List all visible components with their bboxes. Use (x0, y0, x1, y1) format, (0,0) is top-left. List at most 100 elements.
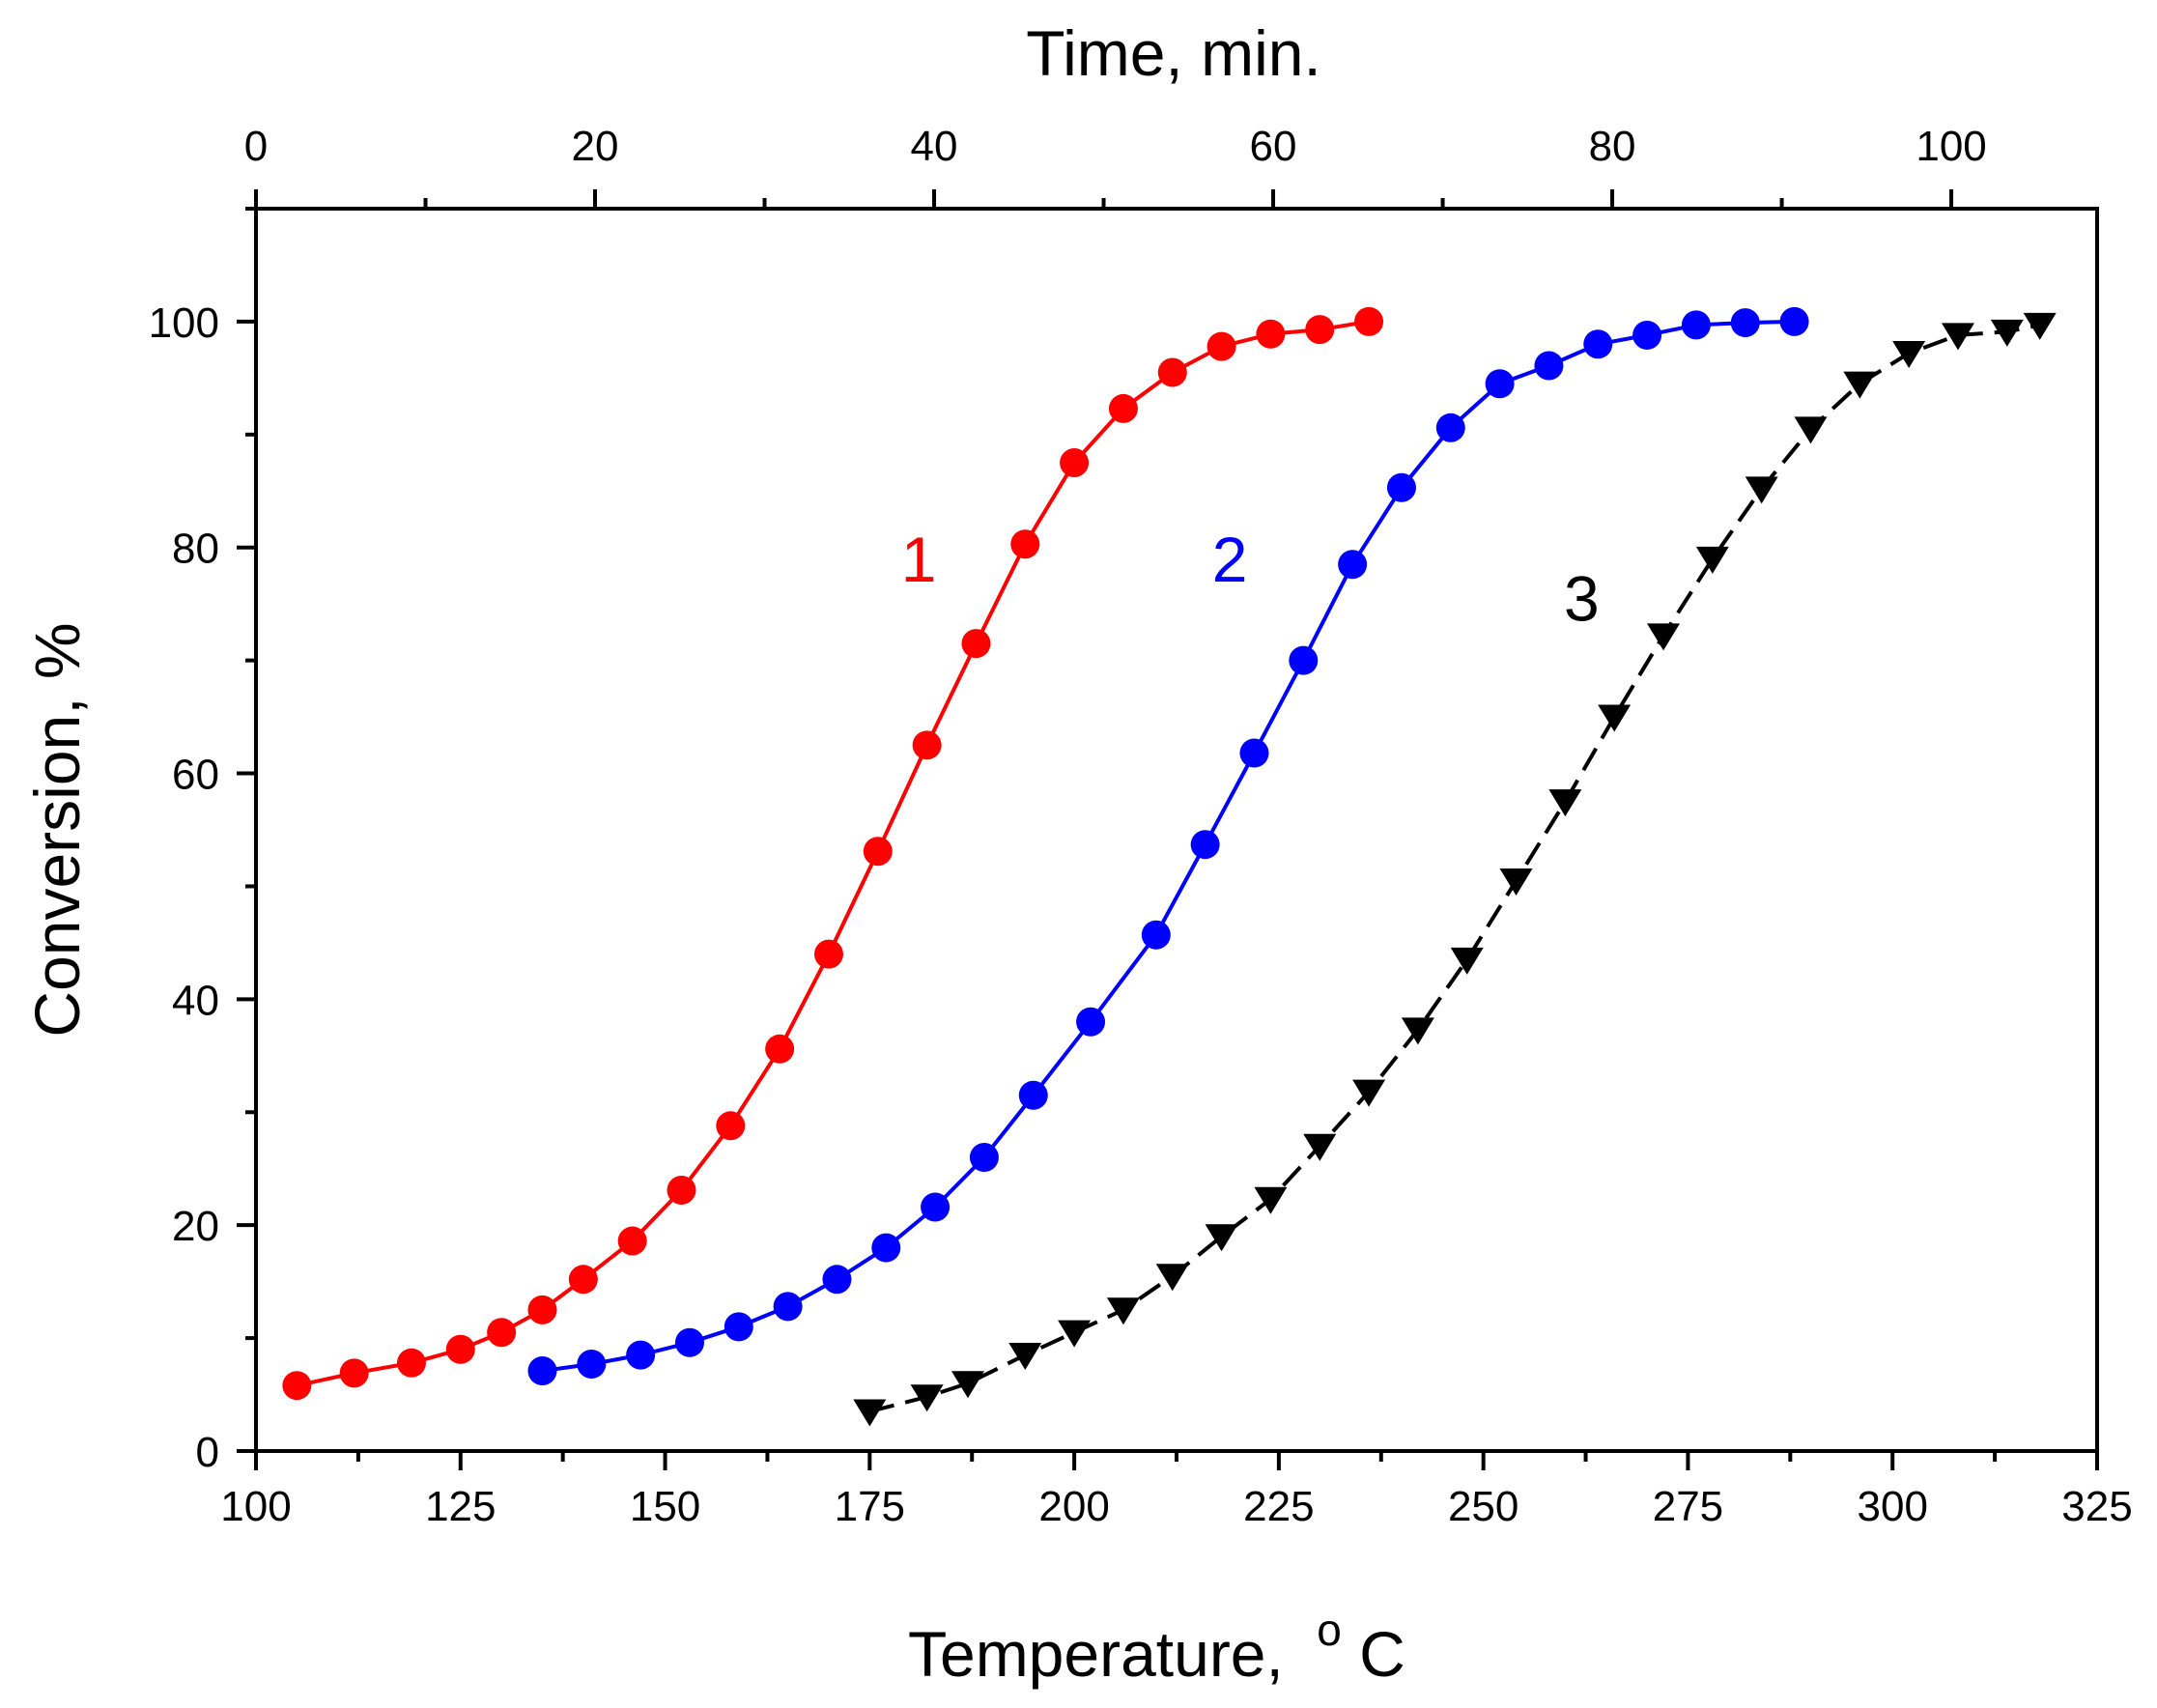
series-3-point (1499, 868, 1533, 897)
series-2-point (626, 1340, 656, 1370)
series-2-point (969, 1143, 999, 1173)
top-tick-label: 0 (244, 123, 268, 170)
series-1-point (1354, 306, 1384, 336)
series-3-point (853, 1399, 887, 1427)
series-2-point (1386, 472, 1416, 502)
y-axis-ticks: 0 20 40 60 80 100 (149, 207, 256, 1476)
series-1-point (1060, 448, 1090, 478)
series-2-point (1632, 320, 1662, 350)
series-2-point (1681, 310, 1711, 340)
x-axis-title: Temperature, o C (908, 1587, 1405, 1690)
series-3-point (1155, 1264, 1189, 1292)
series-3-point (910, 1384, 944, 1412)
series-1-point (813, 939, 843, 969)
series-2-point (1583, 329, 1613, 359)
series-1-point (396, 1348, 426, 1378)
series-1-point (765, 1034, 795, 1064)
series-3-point (1990, 319, 2024, 347)
series-2-point (1018, 1080, 1048, 1110)
series-3-point (1598, 704, 1632, 732)
series-1-point (1157, 357, 1187, 387)
y-tick-label: 40 (172, 977, 219, 1024)
series-3-point (1941, 323, 1974, 351)
x-tick-label: 175 (835, 1483, 905, 1530)
series-2-point (1239, 738, 1269, 768)
series-2-line (542, 319, 1795, 1373)
series-2: 2 (527, 306, 1809, 1385)
series-2-point (921, 1192, 951, 1222)
top-tick-label: 20 (572, 123, 619, 170)
series-2-point (1141, 920, 1171, 950)
series-3-point (1254, 1186, 1288, 1214)
top-tick-label: 40 (911, 123, 958, 170)
series-3-point (1647, 623, 1681, 651)
top-tick-label: 100 (1916, 123, 1986, 170)
series-3-point (1303, 1133, 1337, 1161)
series-2-point (674, 1327, 704, 1357)
series-2-point (1338, 550, 1368, 580)
series-1-point (863, 837, 893, 867)
x-tick-label: 150 (630, 1483, 700, 1530)
series-2-point (527, 1355, 557, 1385)
series-3-point (1548, 789, 1582, 817)
series-3-line (868, 323, 2041, 1414)
series-1-point (667, 1175, 696, 1205)
series-3-point (1008, 1343, 1042, 1371)
top-tick-label: 80 (1589, 123, 1636, 170)
x-tick-label: 225 (1243, 1483, 1314, 1530)
series-1-point (1256, 319, 1286, 349)
x-axis-title-unit-sup: o (1317, 1605, 1342, 1655)
series-3-point (1892, 341, 1926, 369)
series-3-point (1794, 416, 1828, 444)
x-tick-label: 200 (1038, 1483, 1109, 1530)
y-tick-label: 0 (196, 1429, 219, 1476)
series-1-point (445, 1334, 475, 1364)
series-3-label: 3 (1564, 563, 1600, 635)
series-3-point (1205, 1224, 1238, 1252)
series-2-point (822, 1265, 852, 1295)
y-tick-label: 80 (172, 526, 219, 573)
series-1-point (1010, 529, 1040, 559)
top-tick-label: 60 (1250, 123, 1297, 170)
y-axis-title: Conversion, % (21, 622, 93, 1037)
series-2-point (577, 1349, 607, 1379)
series-1-point (912, 730, 942, 760)
series-3-point (1695, 546, 1729, 574)
x-tick-label: 100 (220, 1483, 291, 1530)
y-tick-label: 20 (172, 1203, 219, 1250)
series-2-point (1190, 830, 1220, 860)
series-2-point (1730, 308, 1760, 338)
x-tick-label: 275 (1653, 1483, 1723, 1530)
series-2-point (871, 1233, 901, 1263)
series-1-point (568, 1265, 598, 1295)
series-1-point (339, 1358, 369, 1388)
series-3-point (1745, 476, 1778, 504)
y-tick-label: 60 (172, 752, 219, 799)
x-axis-title-text: Temperature, (908, 1618, 1284, 1690)
series-2-label: 2 (1212, 524, 1248, 595)
y-tick-label: 100 (149, 299, 219, 347)
series-2-point (1435, 413, 1465, 442)
series-2-point (1534, 351, 1564, 381)
series-3-point (1843, 371, 1877, 399)
series-3: 3 (853, 312, 2057, 1427)
series-3-point (1401, 1017, 1434, 1045)
series-2-point (1076, 1007, 1106, 1037)
series-3-point (1106, 1297, 1140, 1325)
series-1-point (716, 1111, 746, 1141)
top-axis-title: Time, min. (1026, 17, 1321, 89)
x-tick-label: 300 (1858, 1483, 1928, 1530)
x-tick-label: 125 (425, 1483, 496, 1530)
series-1-point (282, 1371, 312, 1401)
series-3-point (2023, 312, 2057, 340)
series-1-label: 1 (901, 524, 937, 595)
series-1-point (617, 1226, 647, 1256)
series-2-point (1289, 645, 1319, 675)
series-3-point (951, 1371, 984, 1399)
x-tick-label: 250 (1448, 1483, 1518, 1530)
series-3-point (1352, 1079, 1386, 1107)
series-1-point (1305, 315, 1335, 345)
top-axis-ticks: 0 20 40 60 80 100 (244, 123, 1987, 209)
series-3-point (1058, 1320, 1092, 1348)
